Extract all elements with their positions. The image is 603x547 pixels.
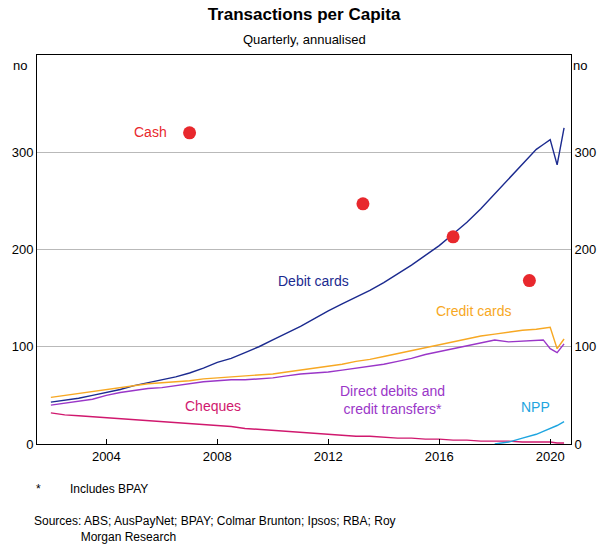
- svg-text:Quarterly, annualised: Quarterly, annualised: [243, 32, 366, 47]
- svg-text:no: no: [573, 58, 587, 73]
- svg-text:100: 100: [12, 339, 34, 354]
- svg-text:2008: 2008: [203, 449, 232, 464]
- svg-text:100: 100: [575, 339, 597, 354]
- svg-text:Cash: Cash: [134, 124, 167, 140]
- svg-text:Direct debits andcredit transf: Direct debits andcredit transfers*: [340, 383, 445, 417]
- svg-text:*: *: [36, 482, 41, 496]
- svg-text:Cheques: Cheques: [185, 398, 241, 414]
- svg-text:2012: 2012: [314, 449, 343, 464]
- svg-text:2004: 2004: [92, 449, 121, 464]
- svg-text:300: 300: [575, 145, 597, 160]
- svg-text:2016: 2016: [425, 449, 454, 464]
- svg-text:no: no: [13, 58, 27, 73]
- svg-text:Debit cards: Debit cards: [278, 273, 349, 289]
- svg-text:300: 300: [12, 145, 34, 160]
- svg-text:Includes BPAY: Includes BPAY: [70, 482, 148, 496]
- svg-text:0: 0: [575, 437, 582, 452]
- svg-text:2020: 2020: [536, 449, 565, 464]
- svg-text:200: 200: [12, 242, 34, 257]
- svg-text:Sources: ABS; AusPayNet; BPAY;: Sources: ABS; AusPayNet; BPAY; Colmar Br…: [34, 514, 396, 544]
- svg-text:NPP: NPP: [521, 399, 550, 415]
- svg-text:Credit cards: Credit cards: [436, 303, 511, 319]
- svg-text:Transactions per Capita: Transactions per Capita: [208, 5, 401, 24]
- svg-text:0: 0: [26, 437, 33, 452]
- svg-text:200: 200: [575, 242, 597, 257]
